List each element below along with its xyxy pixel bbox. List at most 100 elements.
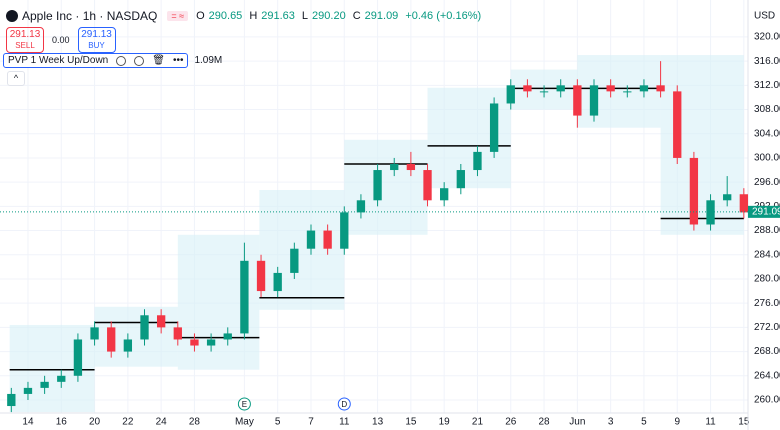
candle-body: [23, 387, 33, 394]
x-tick-label: 7: [308, 417, 314, 428]
event-marker: [337, 397, 351, 411]
candle-body: [373, 170, 382, 201]
x-tick-label: 26: [505, 417, 517, 428]
candle-body: [190, 339, 199, 346]
x-tick-label: 28: [189, 417, 201, 428]
y-tick-label: 288.00: [754, 225, 780, 236]
ohlc-key: C: [352, 10, 361, 22]
y-tick-label: 264.00: [754, 370, 780, 381]
candle-body: [673, 91, 682, 158]
x-tick-label: 15: [405, 417, 417, 428]
x-tick-label: 24: [156, 417, 168, 428]
x-tick-label: 11: [339, 417, 350, 428]
candle-body: [506, 85, 515, 104]
indicator-legend: PVP 1 Week Up/Down 🗑 ••• 1.09M: [3, 53, 222, 68]
ohlc-value: 290.20: [312, 10, 346, 22]
candle-body: [306, 230, 316, 249]
delete-icon[interactable]: 🗑: [152, 55, 165, 66]
y-tick-label: 272.00: [754, 322, 780, 333]
candle-body: [57, 375, 66, 382]
trade-panel: 291.13 SELL 0.00 291.13 BUY: [6, 27, 116, 53]
candle-body: [240, 260, 249, 334]
candle-body: [723, 194, 732, 201]
flags[interactable]: = ≈: [167, 11, 189, 21]
candle-body: [123, 339, 133, 352]
last-price-tag: [748, 205, 780, 218]
candle-body: [256, 260, 266, 292]
buy-price: 291.13: [81, 29, 112, 40]
symbol[interactable]: Apple Inc · 1h · NASDAQ: [22, 9, 158, 23]
candle-body: [273, 272, 282, 292]
candle-body: [606, 85, 615, 92]
ohlc-value: 291.63: [261, 10, 295, 22]
candle-body: [489, 103, 499, 152]
x-tick-label: 13: [372, 417, 384, 428]
buy-label: BUY: [88, 41, 105, 50]
ohlc-key: H: [249, 10, 258, 22]
x-tick-label: May: [235, 417, 254, 428]
candle-body: [73, 339, 83, 376]
y-tick-label: 308.00: [754, 104, 780, 115]
currency: USD: [754, 11, 775, 22]
candle-body: [473, 151, 482, 171]
event-label: D: [341, 400, 347, 409]
x-tick-label: 3: [608, 417, 614, 428]
indicator-box[interactable]: PVP 1 Week Up/Down 🗑 •••: [3, 53, 189, 68]
candle-body: [440, 188, 449, 201]
candle-body: [406, 163, 416, 171]
ohlc-key: O: [196, 10, 205, 22]
candle-body: [739, 194, 748, 213]
y-tick-label: 316.00: [754, 56, 780, 67]
candle-body: [656, 85, 665, 92]
ohlc-value: 290.65: [208, 10, 243, 22]
sell-price: 291.13: [9, 29, 41, 40]
x-tick-label: 11: [705, 417, 716, 428]
candle-body: [107, 327, 116, 352]
candle-body: [7, 393, 16, 407]
eye-icon[interactable]: [116, 55, 127, 66]
y-tick-label: 296.00: [754, 177, 780, 188]
candle-body: [156, 315, 166, 328]
candle-body: [689, 157, 699, 225]
event-marker: [237, 397, 251, 411]
candle-body: [40, 381, 49, 388]
sell-button[interactable]: 291.13 SELL: [6, 27, 44, 53]
candle-body: [90, 327, 99, 340]
x-tick-label: 22: [122, 417, 134, 428]
indicator-value: 1.09M: [194, 55, 223, 66]
x-tick-label: 14: [22, 417, 34, 428]
x-tick-label: 21: [472, 417, 484, 428]
change: +0.46 (+0.16%): [405, 10, 482, 22]
candle-body: [623, 91, 632, 93]
y-tick-label: 268.00: [754, 346, 780, 357]
candle-body: [539, 91, 549, 93]
x-tick-label: 20: [89, 417, 101, 428]
candle-body: [223, 333, 232, 340]
candle-body: [423, 170, 432, 201]
candle-body: [556, 85, 565, 92]
y-tick-label: 300.00: [754, 153, 780, 164]
settings-icon[interactable]: [134, 55, 145, 66]
y-tick-label: 312.00: [754, 80, 780, 91]
candle-body: [356, 200, 366, 213]
indicator-name: PVP 1 Week Up/Down: [8, 55, 109, 66]
y-tick-label: 320.00: [754, 32, 780, 43]
legend-header: Apple Inc · 1h · NASDAQ = ≈ O 290.65 H 291…: [6, 9, 484, 23]
x-tick-label: 28: [538, 417, 550, 428]
x-tick-label: 19: [439, 417, 451, 428]
candle-body: [140, 315, 149, 340]
candle-body: [523, 85, 532, 92]
candle-body: [639, 85, 649, 92]
collapse-button[interactable]: ^: [7, 71, 25, 86]
candle-body: [323, 230, 332, 249]
buy-button[interactable]: 291.13 BUY: [77, 27, 116, 53]
x-tick-label: 5: [275, 417, 281, 428]
symbol-logo: [6, 10, 18, 22]
spread: 0.00: [52, 35, 70, 45]
event-label: E: [242, 400, 247, 409]
y-tick-label: 276.00: [754, 298, 780, 309]
more-icon[interactable]: •••: [172, 55, 184, 66]
x-tick-label: 5: [641, 417, 647, 428]
